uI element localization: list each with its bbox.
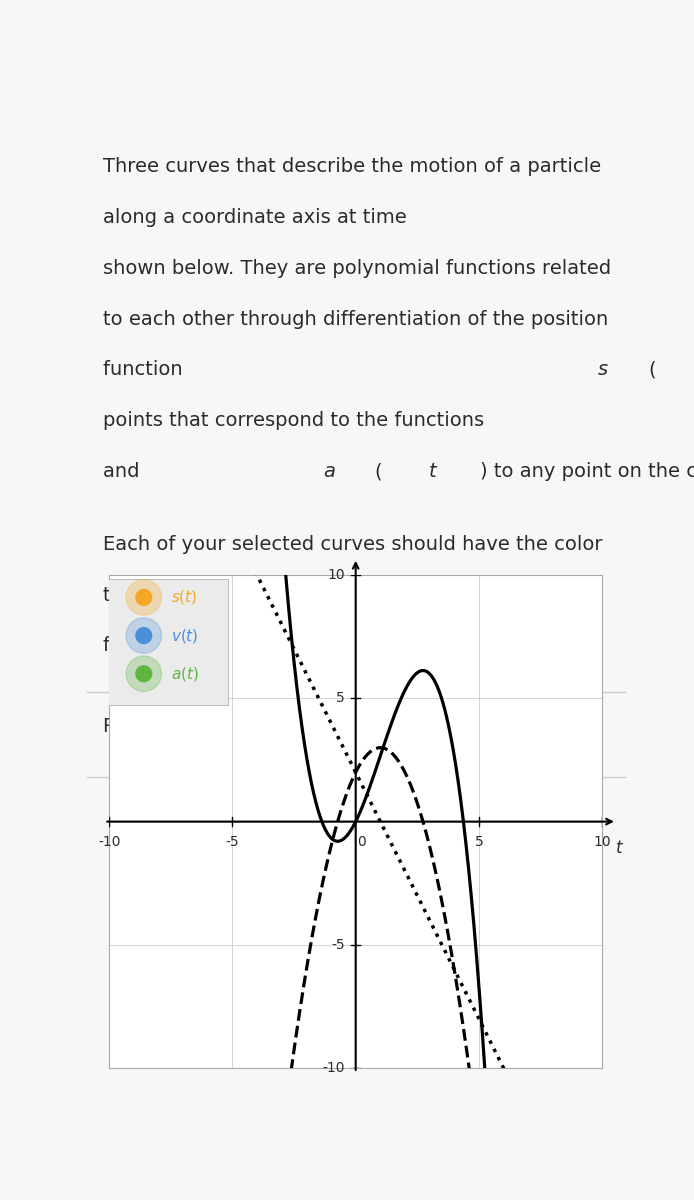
Text: Three curves that describe the motion of a particle: Three curves that describe the motion of… bbox=[103, 157, 601, 176]
Text: 5: 5 bbox=[475, 835, 483, 850]
Text: -10: -10 bbox=[322, 1061, 345, 1075]
Text: that corresponds to your chosen function: orange: that corresponds to your chosen function… bbox=[103, 586, 587, 605]
Text: 10: 10 bbox=[593, 835, 611, 850]
Text: (: ( bbox=[649, 360, 657, 379]
Text: t: t bbox=[616, 839, 623, 857]
Text: (: ( bbox=[374, 636, 382, 655]
Text: 10: 10 bbox=[327, 569, 345, 582]
Circle shape bbox=[136, 628, 152, 643]
Text: points that correspond to the functions: points that correspond to the functions bbox=[103, 412, 490, 431]
Text: t: t bbox=[429, 462, 437, 481]
Text: shown below. They are polynomial functions related: shown below. They are polynomial functio… bbox=[103, 259, 611, 277]
Text: s: s bbox=[323, 636, 333, 655]
Text: and: and bbox=[103, 462, 146, 481]
Text: $s(t)$: $s(t)$ bbox=[171, 588, 197, 606]
Text: 5: 5 bbox=[336, 691, 345, 706]
Text: 0: 0 bbox=[357, 835, 366, 850]
Text: -10: -10 bbox=[98, 835, 121, 850]
Text: -5: -5 bbox=[226, 835, 239, 850]
Text: (: ( bbox=[374, 462, 382, 481]
FancyBboxPatch shape bbox=[107, 578, 228, 704]
Text: along a coordinate axis at time: along a coordinate axis at time bbox=[103, 208, 413, 227]
Circle shape bbox=[136, 666, 152, 682]
Text: ), blue for: ), blue for bbox=[480, 636, 582, 655]
Text: function: function bbox=[103, 360, 189, 379]
Text: a: a bbox=[323, 462, 335, 481]
Text: $a(t)$: $a(t)$ bbox=[171, 665, 198, 683]
Text: Provide your answer below:: Provide your answer below: bbox=[103, 718, 371, 737]
Circle shape bbox=[126, 580, 162, 616]
Text: to each other through differentiation of the position: to each other through differentiation of… bbox=[103, 310, 608, 329]
Text: ) to any point on the curves that match them.: ) to any point on the curves that match … bbox=[480, 462, 694, 481]
Text: $v(t)$: $v(t)$ bbox=[171, 626, 198, 644]
Text: for: for bbox=[103, 636, 136, 655]
Text: Each of your selected curves should have the color: Each of your selected curves should have… bbox=[103, 535, 602, 553]
Circle shape bbox=[126, 618, 162, 653]
Text: -5: -5 bbox=[331, 938, 345, 952]
Circle shape bbox=[126, 656, 162, 691]
Text: t: t bbox=[429, 636, 437, 655]
Text: s: s bbox=[598, 360, 608, 379]
Circle shape bbox=[136, 589, 152, 605]
